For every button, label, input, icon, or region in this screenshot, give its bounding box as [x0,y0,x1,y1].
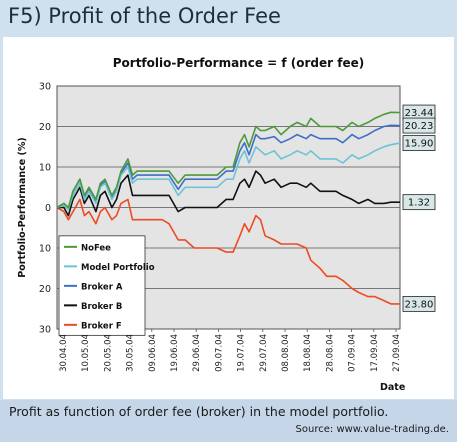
end-value-label-model-portfolio: 15.90 [405,139,434,150]
figure-footer: Profit as function of order fee (broker)… [0,400,457,442]
y-axis-title: Portfolio-Performance (%) [17,137,28,277]
end-value-label-nofee: 23.44 [405,108,434,119]
x-tick-label: 19.07.04 [237,334,247,372]
x-tick-label: 09.06.04 [148,334,158,372]
end-value-box-broker-a [402,117,436,134]
legend-label-broker-b: Broker B [81,302,122,312]
figure-source: Source: www.value-trading.de. [295,424,449,435]
legend-label-broker-f: Broker F [81,321,122,331]
end-value-label-broker-a: 20.23 [405,121,434,132]
x-tick-label: 20.05.04 [103,334,113,372]
x-tick-label: 08.08.04 [281,334,291,372]
end-value-box-broker-b [402,194,436,211]
chart-panel: Portfolio-Performance = f (order fee) 30 2… [3,37,454,399]
y-tick-label: 10 [39,163,51,174]
x-axis-title: Date [380,382,405,393]
x-tick-label: 10.05.04 [81,334,91,372]
legend-label-model-portfolio: Model Portfolio [81,263,155,273]
legend-label-broker-a: Broker A [81,282,123,292]
end-value-box-model-portfolio [402,135,436,152]
x-tick-label: 27.09.04 [392,334,402,372]
y-tick-label: 30 [39,82,51,93]
y-tick-label: 0 [45,203,51,214]
x-tick-label: 19.06.04 [170,334,180,372]
y-tick-label: 20 [39,284,51,295]
x-tick-label: 29.07.04 [259,334,269,372]
y-tick-label: 10 [39,244,51,255]
chart-title: Portfolio-Performance = f (order fee) [113,56,365,70]
end-value-label-broker-f: 23.80 [405,299,434,310]
y-tick-label: 20 [39,122,51,133]
x-tick-label: 28.08.04 [325,334,335,372]
performance-chart: Portfolio-Performance = f (order fee) 30 2… [17,56,436,393]
series-line-nofee [56,111,401,209]
x-tick-label: 07.09.04 [348,334,358,372]
figure-caption: Profit as function of order fee (broker)… [9,404,389,419]
series-line-broker-a [56,124,401,210]
figure-title: F5) Profit of the Order Fee [8,4,281,28]
x-tick-label: 30.04.04 [59,334,69,372]
x-tick-label: 30.05.04 [126,334,136,372]
series-line-model-portfolio [56,142,401,211]
series-line-broker-b [57,170,400,217]
y-tick-label: 30 [39,325,51,336]
end-value-box-broker-f [402,295,436,312]
x-tick-label: 29.06.04 [192,334,202,372]
figure-header: F5) Profit of the Order Fee [0,0,457,34]
x-tick-label: 18.08.04 [303,334,313,372]
series-line-broker-f [56,198,400,305]
end-value-label-broker-b: 1.32 [408,198,430,209]
x-tick-label: 09.07.04 [214,334,224,372]
legend-label-nofee: NoFee [81,243,111,253]
x-tick-label: 17.09.04 [370,334,380,372]
